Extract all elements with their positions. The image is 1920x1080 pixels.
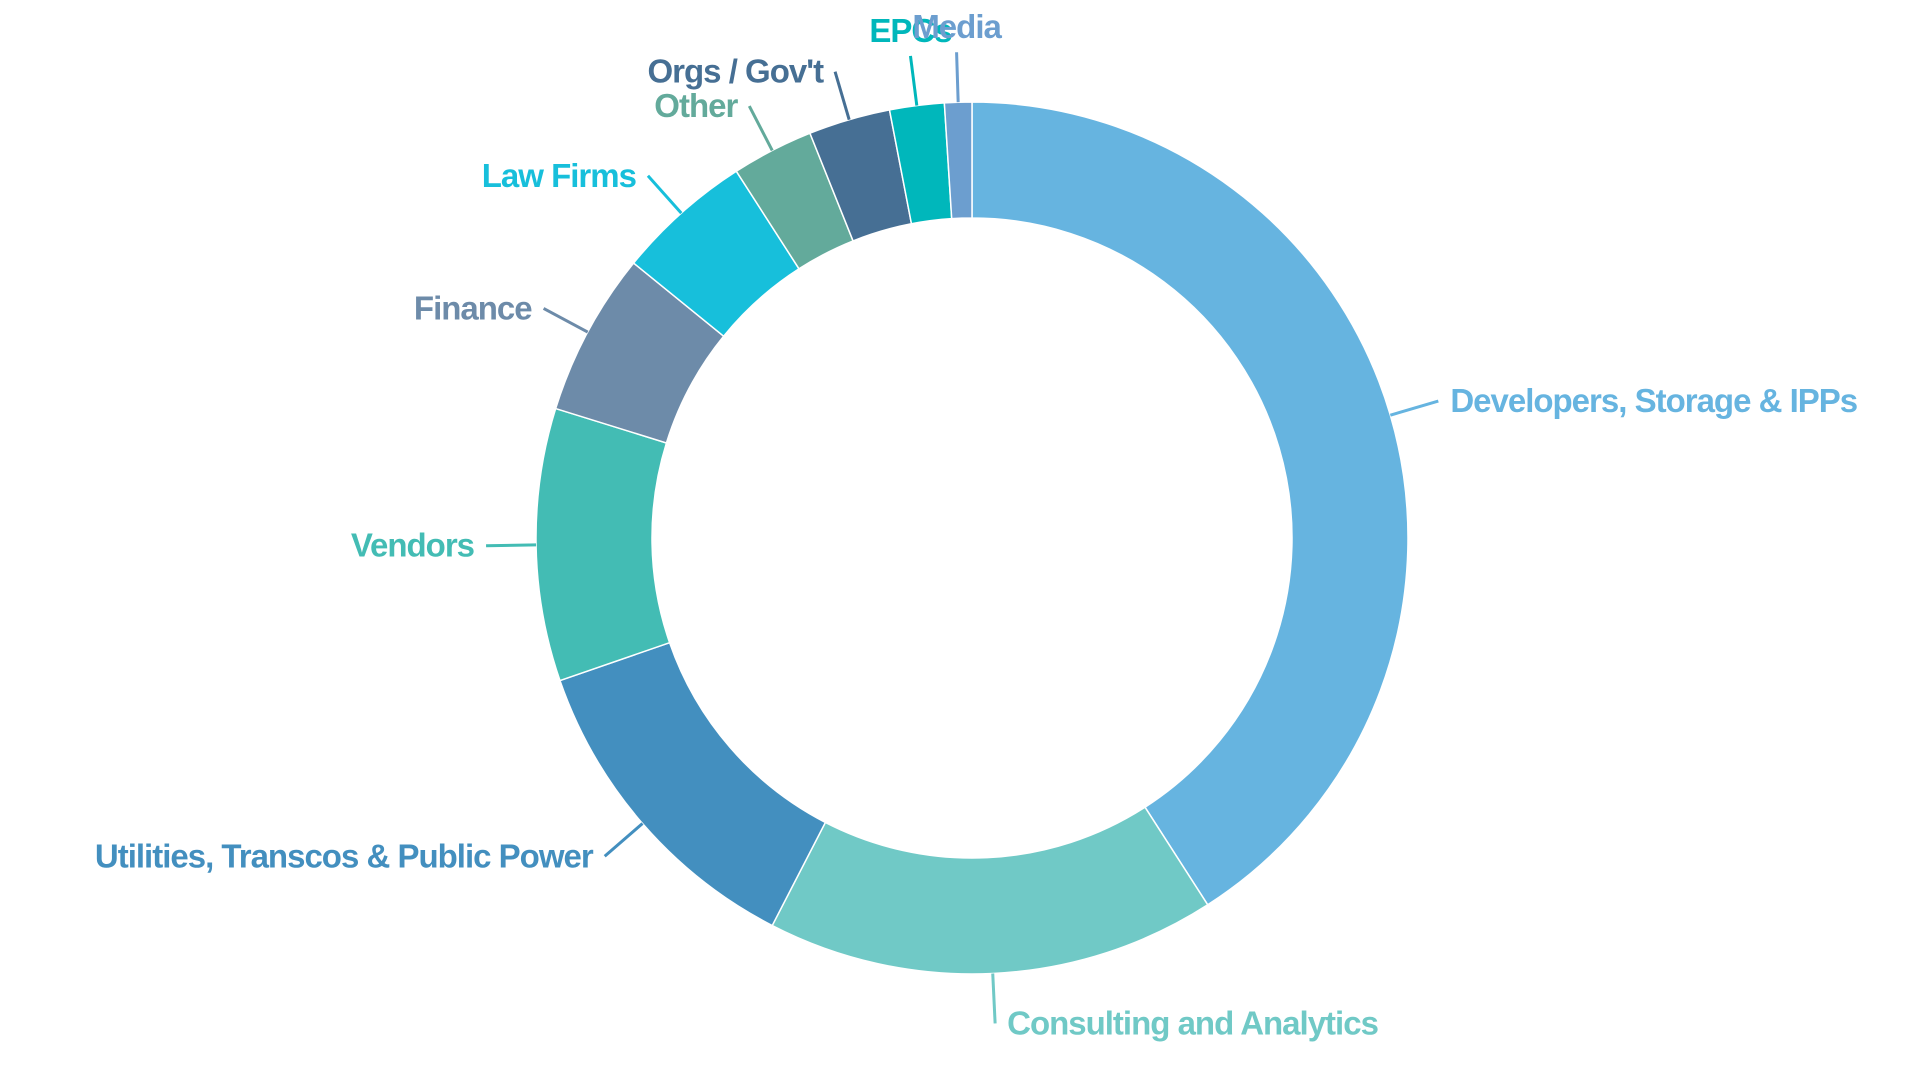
leader-line-law-firms xyxy=(646,174,683,215)
slice-utilities-transcos-public-power xyxy=(559,641,827,927)
label-utilities-transcos-public-power: Utilities, Transcos & Public Power xyxy=(95,837,594,874)
leader-line-finance xyxy=(542,307,589,334)
leader-lines-layer xyxy=(486,52,1439,1024)
label-developers-storage-ipps: Developers, Storage & IPPs xyxy=(1450,382,1857,419)
leader-line-media xyxy=(955,52,960,103)
slice-vendors xyxy=(535,407,671,682)
leader-line-epcs xyxy=(908,55,919,106)
labels-layer: Developers, Storage & IPPs Consulting and… xyxy=(95,8,1858,1041)
slice-media xyxy=(943,101,973,220)
leader-line-other xyxy=(747,105,774,152)
leader-line-vendors xyxy=(486,543,537,548)
label-media: Media xyxy=(912,8,1002,45)
slices-layer xyxy=(535,101,1409,975)
leader-line-orgs-gov-t xyxy=(833,71,851,121)
slice-consulting-and-analytics xyxy=(771,806,1209,975)
slice-developers-storage-ipps xyxy=(971,101,1409,906)
label-epcs: EPCs xyxy=(869,12,951,49)
label-finance: Finance xyxy=(414,289,532,326)
leader-line-consulting-and-analytics xyxy=(991,973,997,1024)
label-vendors: Vendors xyxy=(351,527,474,564)
leader-line-developers-storage-ipps xyxy=(1389,399,1439,417)
label-law-firms: Law Firms xyxy=(482,157,636,194)
leader-line-utilities-transcos-public-power xyxy=(603,822,644,858)
label-consulting-and-analytics: Consulting and Analytics xyxy=(1007,1004,1378,1041)
label-other: Other xyxy=(654,87,738,124)
label-orgs-gov-t: Orgs / Gov't xyxy=(648,53,825,90)
